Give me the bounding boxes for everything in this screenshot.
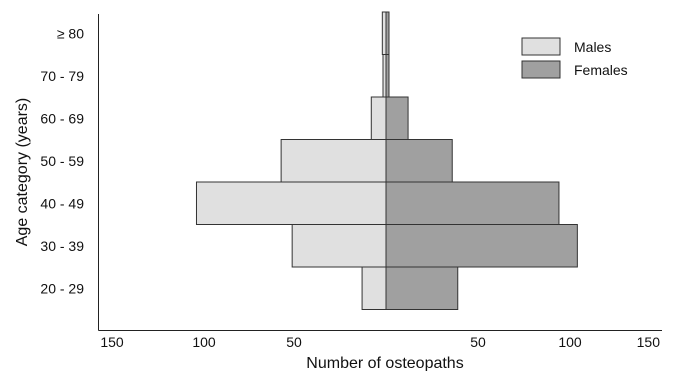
bar-males-3 <box>280 139 387 183</box>
bar-females-2 <box>385 181 560 225</box>
y-tick-label-4: 60 - 69 <box>40 110 84 126</box>
legend-swatch-females <box>521 60 561 79</box>
bar-males-0 <box>361 266 387 310</box>
bar-females-3 <box>385 139 453 183</box>
bar-males-2 <box>195 181 387 225</box>
y-tick-labels: 20 - 29 30 - 39 40 - 49 50 - 59 60 - 69 70 - … <box>40 25 84 296</box>
bar-females-6 <box>385 11 390 55</box>
x-tick-label-right-0: 50 <box>470 334 486 350</box>
y-axis-title: Age category (years) <box>14 98 31 247</box>
legend: Males Females <box>521 37 628 79</box>
bar-females-5 <box>385 54 390 98</box>
y-tick-label-2: 40 - 49 <box>40 195 84 211</box>
bars-layer <box>195 11 578 310</box>
y-tick-label-5: 70 - 79 <box>40 68 84 84</box>
x-tick-label-right-2: 150 <box>637 334 661 350</box>
legend-label-males: Males <box>574 39 611 55</box>
y-tick-label-0: 20 - 29 <box>40 280 84 296</box>
legend-label-females: Females <box>574 62 628 78</box>
bar-females-4 <box>385 96 409 140</box>
x-axis-title: Number of osteopaths <box>306 355 463 371</box>
y-tick-label-1: 30 - 39 <box>40 238 84 254</box>
x-tick-label-left-0: 150 <box>100 334 124 350</box>
bar-males-4 <box>370 96 387 140</box>
y-tick-label-6: ≥ 80 <box>57 25 84 41</box>
x-tick-labels: 150 100 50 50 100 150 <box>100 334 660 350</box>
bar-females-0 <box>385 266 459 310</box>
legend-swatch-males <box>521 37 561 56</box>
bar-males-6 <box>381 11 387 55</box>
y-tick-label-3: 50 - 59 <box>40 153 84 169</box>
x-tick-label-right-1: 100 <box>558 334 582 350</box>
bar-males-1 <box>291 224 387 268</box>
x-tick-label-left-1: 100 <box>192 334 216 350</box>
x-tick-label-left-2: 50 <box>286 334 302 350</box>
bar-females-1 <box>385 224 578 268</box>
